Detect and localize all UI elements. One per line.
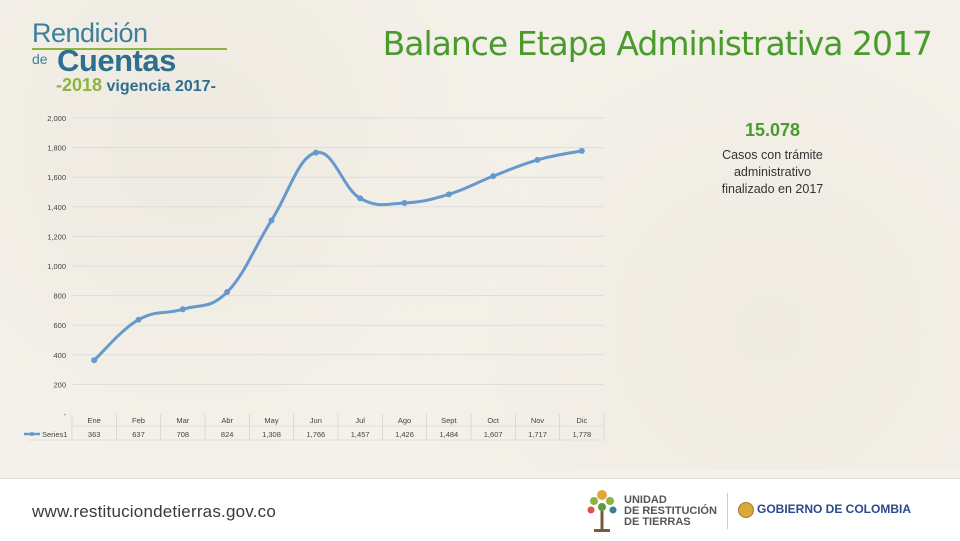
- gobierno-text: GOBIERNO DE COLOMBIA: [757, 502, 912, 516]
- kpi-caption-line-1: Casos con trámite: [722, 148, 823, 162]
- chart-data-table: Series1: [24, 414, 605, 441]
- data-point-abr: [224, 289, 231, 296]
- data-point-nov: [534, 156, 541, 163]
- urt-text: UNIDAD DE RESTITUCIÓN DE TIERRAS: [624, 495, 717, 528]
- x-tick-label: Ago: [398, 416, 411, 425]
- x-tick-label: Mar: [176, 416, 189, 425]
- logo-vigencia: -2018 vigencia 2017-: [56, 75, 216, 96]
- table-value: 1,457: [351, 430, 370, 439]
- line-chart: - 200 400 600 800 1,000 1,200 1,400 1,600 1,800 2,…: [24, 114, 605, 441]
- table-value: 1,426: [395, 430, 414, 439]
- data-point-sept: [445, 191, 452, 198]
- urt-line-2: DE RESTITUCIÓN: [624, 505, 717, 517]
- table-value: 1,766: [306, 430, 325, 439]
- data-point-may: [268, 217, 275, 224]
- table-value: 1,308: [262, 430, 281, 439]
- legend-key-marker: [30, 432, 34, 436]
- table-value: 824: [221, 430, 234, 439]
- series-line: [92, 149, 584, 362]
- data-point-ago: [401, 199, 408, 206]
- logo-rule: [32, 48, 227, 50]
- y-tick-label: -: [64, 410, 67, 419]
- footer-divider: [727, 493, 728, 529]
- footer-bar: www.restituciondetierras.gov.co UNIDAD D…: [0, 478, 960, 541]
- x-tick-label: Nov: [531, 416, 545, 425]
- urt-logo: UNIDAD DE RESTITUCIÓN DE TIERRAS: [584, 485, 724, 537]
- logo-rendicion: Rendición: [32, 18, 148, 48]
- y-tick-label: 200: [53, 380, 66, 389]
- slide-background: [0, 0, 960, 470]
- y-tick-label: 2,000: [47, 114, 66, 123]
- data-point-mar: [179, 306, 186, 313]
- urt-line-3: DE TIERRAS: [624, 516, 691, 528]
- website-url[interactable]: www.restituciondetierras.gov.co: [32, 502, 276, 521]
- y-tick-label: 1,200: [47, 232, 66, 241]
- x-tick-label: Jul: [355, 416, 365, 425]
- series-points: [91, 147, 585, 364]
- data-point-jul: [357, 195, 364, 202]
- table-value: 1,484: [439, 430, 458, 439]
- table-value: 1,607: [484, 430, 503, 439]
- y-tick-label: 1,600: [47, 173, 66, 182]
- chart-x-axis: Ene 363 Feb 637 Mar 708 Abr 824 May 1,308 Jun 1,766…: [87, 416, 591, 439]
- kpi-value: 15.078: [744, 120, 801, 140]
- x-tick-label: Jun: [310, 416, 322, 425]
- logo-de: de: [32, 51, 48, 67]
- y-tick-label: 600: [53, 321, 66, 330]
- x-tick-label: May: [264, 416, 278, 425]
- logo-year: -2018: [56, 75, 103, 95]
- chart-y-axis: - 200 400 600 800 1,000 1,200 1,400 1,600 1,800 2,…: [47, 114, 66, 419]
- data-point-oct: [490, 173, 497, 180]
- legend-series-label: Series1: [42, 430, 67, 439]
- kpi-caption-line-3: finalizado en 2017: [721, 182, 824, 196]
- slide-title: Balance Etapa Administrativa 2017: [382, 24, 933, 63]
- x-tick-label: Oct: [487, 416, 500, 425]
- logo-cuentas: Cuentas: [57, 43, 176, 78]
- urt-line-1: UNIDAD: [624, 494, 667, 506]
- logo-vigencia-text: vigencia 2017-: [106, 78, 216, 95]
- kpi-caption-line-2: administrativo: [733, 165, 812, 179]
- y-tick-label: 1,800: [47, 144, 66, 153]
- x-tick-label: Abr: [221, 416, 233, 425]
- x-tick-label: Dic: [576, 416, 587, 425]
- kpi-caption: Casos con trámite administrativo finaliz…: [700, 147, 845, 198]
- y-tick-label: 400: [53, 351, 66, 360]
- table-value: 1,778: [572, 430, 591, 439]
- table-value: 708: [177, 430, 190, 439]
- data-point-jun: [312, 149, 319, 156]
- seal-icon: [738, 502, 754, 518]
- y-tick-label: 800: [53, 292, 66, 301]
- rendicion-cuentas-logo: Rendición de Cuentas -2018 vigencia 2017…: [20, 18, 235, 98]
- tree-icon: [587, 490, 617, 532]
- x-tick-label: Feb: [132, 416, 145, 425]
- x-tick-label: Ene: [87, 416, 100, 425]
- table-value: 637: [132, 430, 145, 439]
- table-value: 1,717: [528, 430, 547, 439]
- y-tick-label: 1,000: [47, 262, 66, 271]
- y-tick-label: 1,400: [47, 203, 66, 212]
- chart-gridlines: [72, 117, 604, 385]
- table-value: 363: [88, 430, 101, 439]
- kpi-box: 15.078 Casos con trámite administrativo …: [700, 120, 845, 198]
- data-point-feb: [135, 316, 142, 323]
- x-tick-label: Sept: [441, 416, 457, 425]
- data-point-ene: [91, 357, 98, 364]
- data-point-dic: [578, 147, 585, 154]
